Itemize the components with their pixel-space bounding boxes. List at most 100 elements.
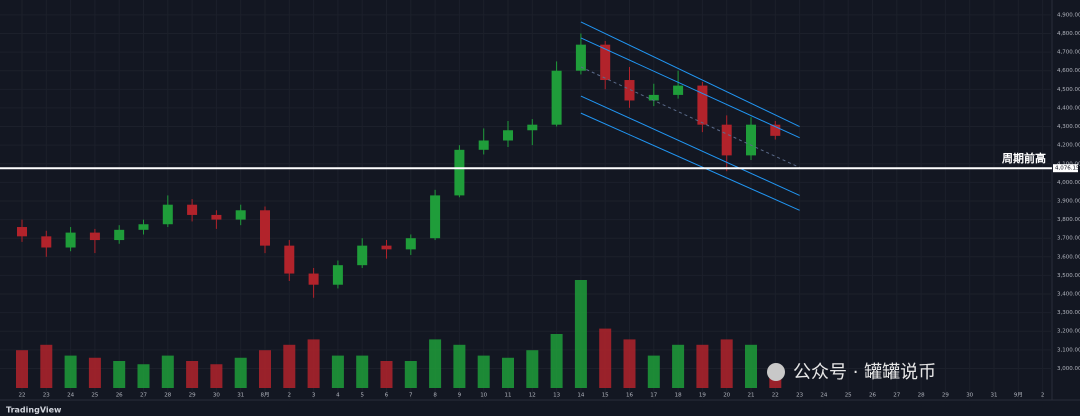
x-tick-label: 14 [577,393,584,399]
volume-bar [161,355,174,388]
x-tick-label: 23 [796,393,803,399]
y-tick-label: 3,100.00 [1057,347,1080,353]
volume-bar [599,328,612,388]
candle-body [41,236,52,248]
x-tick-label: 25 [91,393,98,399]
channel-line [580,95,800,196]
x-tick-label: 15 [602,393,609,399]
logo: TradingView [6,406,62,415]
volume-bar [259,350,271,388]
x-tick-label: 9月 [1014,392,1023,399]
x-tick-label: 16 [626,393,633,399]
candle-body [454,149,465,196]
x-tick-label: 18 [675,393,682,399]
channel-line [580,21,800,127]
y-tick-label: 4,600.00 [1057,68,1080,74]
x-tick-label: 5 [360,393,364,399]
volume-bar [307,339,320,388]
x-tick-label: 29 [942,393,949,399]
x-tick-label: 2 [288,393,292,399]
x-tick-label: 24 [820,393,827,399]
x-tick-label: 25 [845,393,852,399]
volume-bar [64,355,77,388]
volume-bar [16,350,28,388]
y-tick-label: 3,300.00 [1057,310,1080,316]
candle-body [478,140,489,150]
volume-bar [574,280,587,388]
volume-bar [210,364,223,388]
x-tick-label: 3 [312,393,316,399]
candle-body [162,204,173,225]
y-tick-label: 3,200.00 [1057,329,1080,335]
x-tick-label: 21 [748,393,755,399]
volume-bar [429,339,442,388]
x-tick-label: 22 [772,393,779,399]
y-tick-label: 3,600.00 [1057,254,1080,260]
x-tick-label: 31 [991,393,998,399]
candle-body [575,44,586,71]
y-tick-label: 4,800.00 [1057,31,1080,37]
y-tick-label: 4,400.00 [1057,105,1080,111]
candle-body [746,124,756,156]
y-tick-label: 4,900.00 [1057,12,1080,18]
candle-body [308,273,319,285]
price-label: 4,076.15 [1055,166,1080,172]
channel-line [580,112,800,211]
price-label-box [1053,164,1078,173]
candle-body [721,124,732,156]
x-tick-label: 8 [433,393,437,399]
plot: 周期前高 [0,21,1052,388]
y-tick-label: 3,900.00 [1057,198,1080,204]
x-tick-label: 27 [140,393,147,399]
x-tick-label: 24 [67,393,74,399]
volume-bar [40,344,53,388]
candle-body [260,210,270,246]
y-tick-label: 4,500.00 [1057,87,1080,93]
x-tick-label: 23 [43,393,50,399]
x-tick-label: 8月 [261,392,270,399]
x-tick-label: 28 [918,393,925,399]
candle-body [600,44,611,81]
y-tick-label: 3,000.00 [1057,366,1080,372]
x-tick-label: 30 [966,393,973,399]
volume-bar [477,355,490,388]
candle-body [89,232,100,241]
y-tick-label: 4,000.00 [1057,180,1080,186]
candle-body [503,130,513,141]
x-tick-label: 13 [553,393,560,399]
candle-body [187,204,198,215]
x-tick-label: 31 [237,393,244,399]
candle-body [551,70,562,125]
candle-body [673,85,684,95]
x-tick-label: 2 [1041,393,1045,399]
x-tick-label: 6 [385,393,389,399]
x-tick-label: 17 [650,393,657,399]
x-tick-label: 4 [336,393,340,399]
volume-bar [380,361,393,388]
candle-body [284,245,295,274]
candle-body [114,229,125,241]
x-tick-label: 10 [480,393,487,399]
channel-line [580,66,800,168]
volume-bar [137,364,150,388]
candle-body [138,224,149,230]
volume-bar [647,355,660,388]
volume-bar [234,357,247,388]
y-tick-label: 3,400.00 [1057,292,1080,298]
candle-body [527,124,538,131]
candle-body [624,80,635,101]
x-tick-label: 20 [723,393,730,399]
volume-bar [550,334,563,388]
x-tick-label: 26 [869,393,876,399]
candle-body [381,245,392,250]
volume-bar [745,344,757,388]
volume-bar [526,350,539,388]
candle-body [211,214,222,220]
x-tick-label: 12 [529,393,536,399]
y-tick-label: 3,800.00 [1057,217,1080,223]
x-tick-label: 19 [699,393,706,399]
volume-bar [283,344,296,388]
y-tick-label: 3,500.00 [1057,273,1080,279]
volume-bar [404,361,417,388]
